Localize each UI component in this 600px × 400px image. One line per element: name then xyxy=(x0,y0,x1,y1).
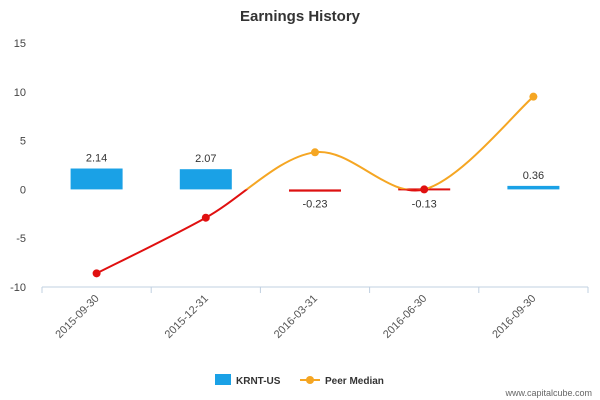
peer-median-point xyxy=(201,213,210,222)
peer-median-point xyxy=(420,185,429,194)
y-tick-label: 15 xyxy=(14,38,26,50)
x-tick-label: 2016-03-31 xyxy=(272,293,320,341)
chart-title: Earnings History xyxy=(240,8,361,25)
data-label: 0.36 xyxy=(523,170,544,182)
x-tick-label: 2015-09-30 xyxy=(53,293,101,341)
bar xyxy=(179,169,232,190)
peer-median-point xyxy=(529,92,538,101)
data-label: -0.13 xyxy=(412,198,437,210)
bar xyxy=(70,168,123,190)
legend-label-peer: Peer Median xyxy=(325,376,384,387)
bars: 2.14 2.07 -0.23 -0.13 0.36 xyxy=(70,153,560,210)
bar xyxy=(507,185,560,190)
bar xyxy=(289,189,341,192)
y-tick-label: 10 xyxy=(14,87,26,99)
y-tick-label: -10 xyxy=(10,282,26,294)
peer-median-curve-above xyxy=(245,95,535,190)
peer-median-point xyxy=(311,148,319,157)
x-tick-label: 2016-06-30 xyxy=(381,293,429,341)
data-label: 2.07 xyxy=(195,153,216,165)
peer-median-point xyxy=(92,269,101,278)
legend-label-krnt: KRNT-US xyxy=(236,376,281,387)
peer-median-line xyxy=(92,92,538,278)
peer-median-curve-below xyxy=(96,189,428,275)
legend-swatch-krnt xyxy=(215,374,231,385)
x-tick-label: 2015-12-31 xyxy=(163,293,211,341)
y-tick-label: 0 xyxy=(20,184,26,196)
y-tick-label: -5 xyxy=(16,233,26,245)
y-tick-label: 5 xyxy=(20,136,26,148)
legend-marker-peer xyxy=(306,376,314,384)
legend: KRNT-US Peer Median xyxy=(215,374,384,387)
credit-text: www.capitalcube.com xyxy=(504,388,592,398)
data-label: -0.23 xyxy=(302,198,327,210)
data-label: 2.14 xyxy=(86,153,107,165)
x-tick-label: 2016-09-30 xyxy=(490,293,538,341)
